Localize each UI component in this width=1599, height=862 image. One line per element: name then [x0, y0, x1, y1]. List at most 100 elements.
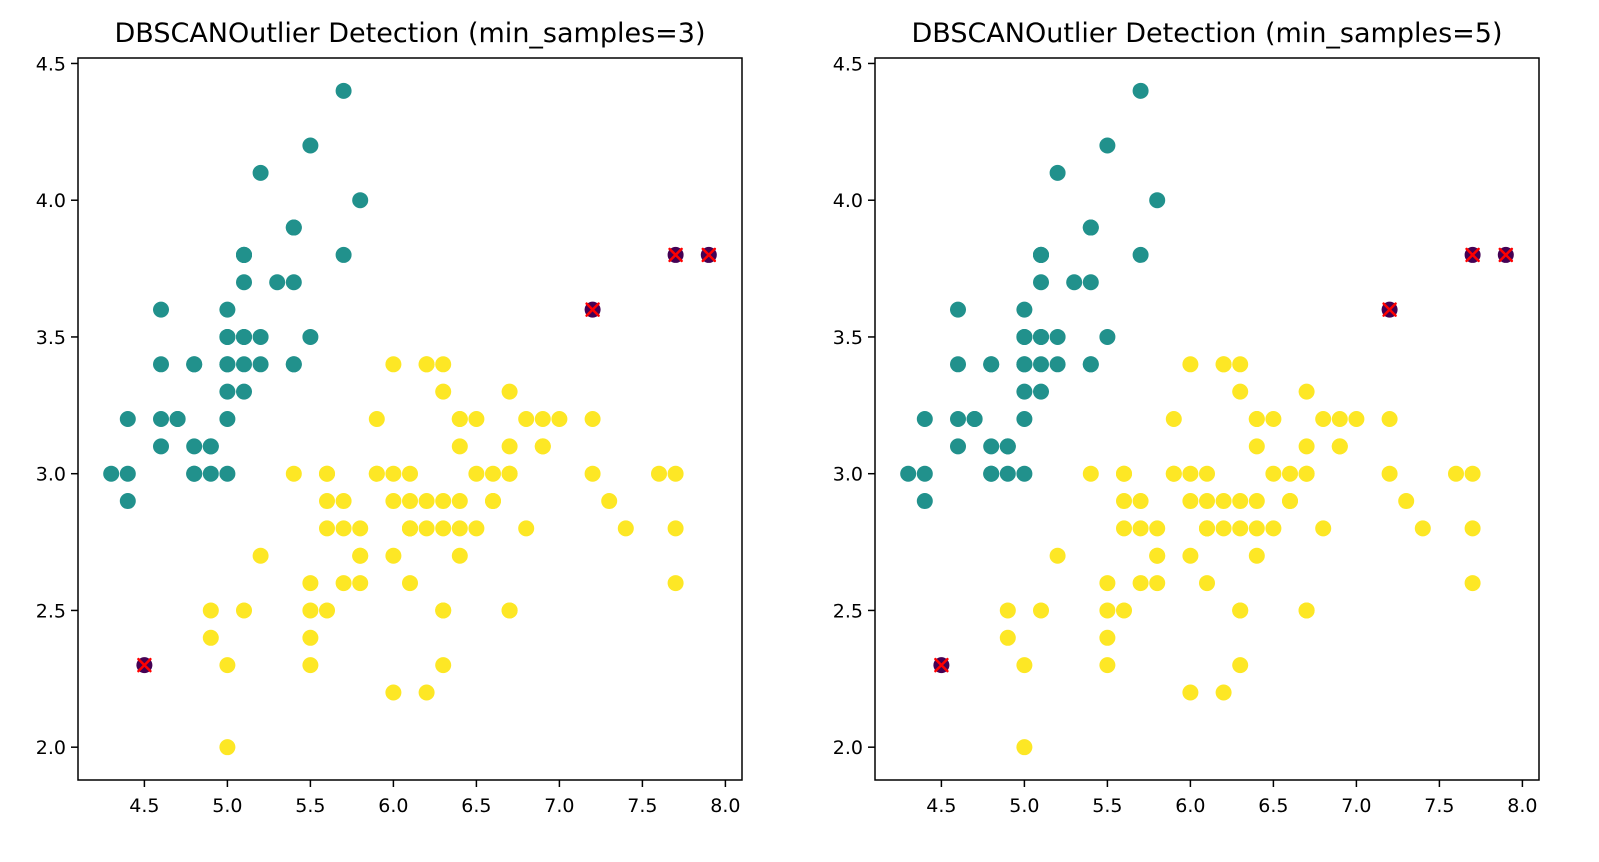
scatter-panel-min-samples-3: DBSCANOutlier Detection (min_samples=3) …: [36, 18, 743, 817]
cluster-point: [435, 383, 452, 400]
cluster-point: [319, 602, 335, 619]
cluster-point: [950, 301, 966, 318]
cluster-point: [1149, 575, 1166, 592]
cluster-point: [1165, 411, 1182, 427]
cluster-point: [1116, 493, 1132, 510]
cluster-point: [1149, 520, 1166, 537]
cluster-point: [202, 465, 219, 482]
cluster-point: [983, 465, 1000, 482]
cluster-point: [501, 602, 518, 619]
cluster-point: [252, 164, 269, 181]
cluster-point: [435, 356, 452, 373]
cluster-point: [501, 383, 518, 400]
cluster-point: [1199, 493, 1215, 510]
cluster-point: [1049, 328, 1066, 345]
cluster-point: [468, 465, 485, 482]
cluster-point: [966, 411, 983, 427]
cluster-point: [435, 602, 452, 619]
cluster-point: [651, 465, 667, 482]
cluster-point: [352, 520, 369, 537]
y-tick-label: 3.5: [36, 327, 66, 349]
outlier-x-stroke: [934, 657, 949, 673]
plot-frame: [874, 57, 1540, 781]
cluster-point: [1049, 356, 1066, 373]
cluster-point: [1232, 657, 1249, 674]
cluster-point: [435, 493, 452, 510]
y-tick-label: 4.0: [833, 190, 863, 212]
cluster-point: [219, 411, 236, 427]
outlier-x-marker: [137, 657, 152, 673]
cluster-point: [385, 356, 402, 373]
cluster-point: [1265, 411, 1282, 427]
cluster-point: [999, 438, 1016, 455]
cluster-point: [1232, 520, 1249, 537]
cluster-point: [335, 246, 352, 263]
cluster-point: [1448, 465, 1464, 482]
cluster-point: [402, 493, 418, 510]
cluster-point: [451, 438, 468, 455]
x-tick-label: 7.5: [1424, 795, 1454, 817]
cluster-point: [1265, 520, 1282, 537]
cluster-point: [335, 493, 352, 510]
cluster-point: [1248, 520, 1265, 537]
cluster-point: [385, 684, 402, 701]
cluster-point: [1398, 493, 1415, 510]
cluster-point: [1116, 465, 1132, 482]
cluster-point: [1381, 465, 1398, 482]
y-tick-label: 2.0: [833, 737, 863, 759]
cluster-point: [236, 246, 252, 263]
cluster-point: [252, 328, 269, 345]
cluster-point: [1215, 520, 1232, 537]
cluster-point: [1016, 739, 1033, 756]
y-tick-label: 2.0: [36, 737, 66, 759]
cluster-point: [153, 301, 169, 318]
cluster-point: [950, 438, 966, 455]
cluster-point: [285, 274, 302, 291]
x-tick-label: 8.0: [1507, 795, 1537, 817]
cluster-point: [1132, 575, 1149, 592]
x-tick-label: 5.5: [1092, 795, 1122, 817]
chart-title: DBSCANOutlier Detection (min_samples=3): [114, 18, 705, 49]
cluster-point: [1282, 465, 1298, 482]
cluster-point: [1182, 684, 1199, 701]
cluster-point: [202, 438, 219, 455]
cluster-point: [1315, 520, 1332, 537]
x-tick-label: 7.0: [1341, 795, 1371, 817]
outlier-x-stroke: [1498, 247, 1514, 263]
cluster-point: [402, 465, 418, 482]
cluster-point: [202, 629, 219, 646]
series-cluster-1: [202, 356, 684, 756]
cluster-point: [352, 547, 369, 564]
cluster-point: [219, 465, 236, 482]
cluster-point: [285, 219, 302, 236]
cluster-point: [352, 575, 369, 592]
cluster-point: [1199, 465, 1215, 482]
cluster-point: [1248, 411, 1265, 427]
cluster-point: [950, 356, 966, 373]
cluster-point: [1248, 493, 1265, 510]
cluster-point: [418, 684, 435, 701]
cluster-point: [584, 411, 601, 427]
outlier-x-stroke: [585, 302, 600, 317]
cluster-point: [1215, 493, 1232, 510]
cluster-point: [319, 520, 335, 537]
cluster-point: [999, 629, 1016, 646]
cluster-point: [501, 465, 518, 482]
cluster-point: [667, 465, 684, 482]
cluster-point: [551, 411, 568, 427]
cluster-point: [252, 356, 269, 373]
cluster-point: [368, 411, 385, 427]
cluster-point: [402, 520, 418, 537]
outlier-x-marker: [1382, 302, 1397, 317]
cluster-point: [335, 520, 352, 537]
cluster-point: [916, 411, 933, 427]
cluster-point: [1033, 274, 1049, 291]
cluster-point: [1265, 465, 1282, 482]
cluster-point: [1099, 575, 1116, 592]
cluster-point: [219, 657, 236, 674]
outlier-x-marker: [701, 247, 717, 263]
cluster-point: [451, 547, 468, 564]
cluster-point: [1298, 465, 1315, 482]
cluster-point: [335, 575, 352, 592]
